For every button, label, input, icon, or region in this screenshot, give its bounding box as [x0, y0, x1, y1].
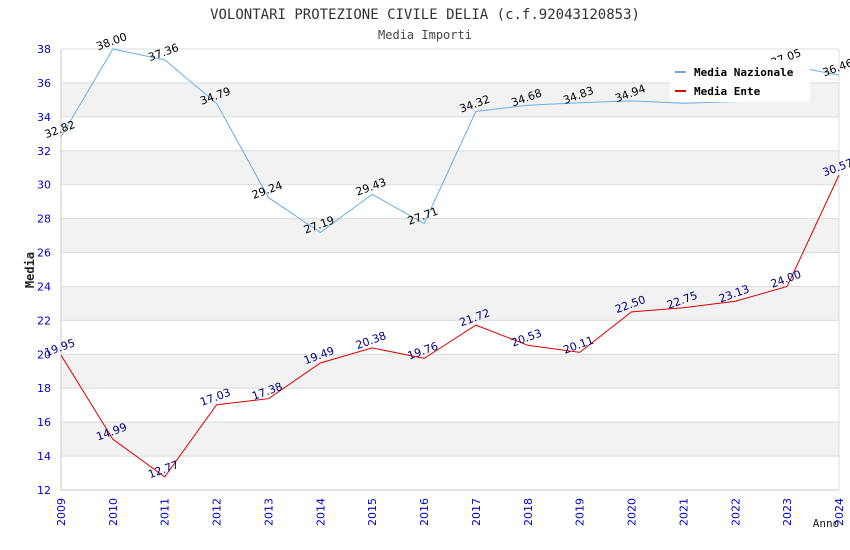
y-tick-label-28: 28	[37, 213, 51, 226]
x-tick-label-2024: 2024	[833, 498, 846, 526]
x-tick-label-2011: 2011	[159, 498, 172, 526]
data-label-s0-2010: 38.00	[95, 30, 129, 53]
x-tick-label-2022: 2022	[729, 498, 742, 526]
series-line-1	[60, 174, 840, 478]
data-label-s0-2011: 37.36	[147, 41, 181, 64]
band-26	[61, 218, 839, 253]
x-tick-label-2015: 2015	[366, 498, 379, 526]
y-axis-label: Media	[23, 252, 37, 288]
y-tick-label-20: 20	[37, 348, 51, 361]
x-tick-label-2013: 2013	[262, 498, 275, 526]
x-tick-label-2012: 2012	[211, 498, 224, 526]
x-tick-label-2021: 2021	[677, 498, 690, 526]
x-tick-label-2019: 2019	[574, 498, 587, 526]
data-label-s0-2024: 36.46	[821, 56, 850, 79]
x-tick-label-2014: 2014	[314, 498, 327, 526]
data-label-s1-2018: 20.53	[510, 327, 544, 350]
y-tick-label-30: 30	[37, 179, 51, 192]
legend: Media Nazionale Media Ente	[670, 60, 810, 102]
y-tick-label-38: 38	[37, 43, 51, 56]
x-tick-label-2017: 2017	[470, 498, 483, 526]
series-lines	[60, 48, 840, 478]
data-label-s1-2012: 17.03	[198, 386, 232, 409]
legend-label-0: Media Nazionale	[694, 66, 794, 79]
y-tick-label-36: 36	[37, 77, 51, 90]
y-tick-label-16: 16	[37, 416, 51, 429]
x-tick-label-2010: 2010	[107, 498, 120, 526]
axes	[60, 49, 840, 491]
x-tick-label-2018: 2018	[522, 498, 535, 526]
band-14	[61, 422, 839, 457]
band-18	[61, 354, 839, 389]
y-tick-labels: 12 14 16 18 20 22 24 26 28 30 32 34 36 38	[37, 43, 51, 497]
x-axis-label: Anno	[813, 517, 840, 530]
x-tick-label-2016: 2016	[418, 498, 431, 526]
legend-box	[670, 60, 810, 102]
x-tick-label-2020: 2020	[626, 498, 639, 526]
y-tick-label-22: 22	[37, 314, 51, 327]
chart-subtitle: Media Importi	[378, 28, 472, 42]
y-tick-label-34: 34	[37, 111, 51, 124]
data-label-s1-2011: 12.77	[147, 458, 181, 481]
data-label-s1-2019: 20.11	[561, 334, 595, 357]
band-22	[61, 286, 839, 321]
x-tick-labels: 2009 2010 2011 2012 2013 2014 2015 2016 2017 2018…	[55, 498, 846, 526]
y-tick-label-26: 26	[37, 247, 51, 260]
background-bands	[61, 82, 839, 457]
y-tick-label-24: 24	[37, 280, 51, 293]
legend-label-1: Media Ente	[694, 85, 761, 98]
series-line-0	[60, 48, 840, 234]
chart-title: VOLONTARI PROTEZIONE CIVILE DELIA (c.f.9…	[210, 7, 640, 23]
y-tick-label-32: 32	[37, 145, 51, 158]
y-tick-label-12: 12	[37, 484, 51, 497]
y-tick-label-18: 18	[37, 382, 51, 395]
x-tick-label-2009: 2009	[55, 498, 68, 526]
y-tick-label-14: 14	[37, 450, 51, 463]
x-tick-label-2023: 2023	[781, 498, 794, 526]
